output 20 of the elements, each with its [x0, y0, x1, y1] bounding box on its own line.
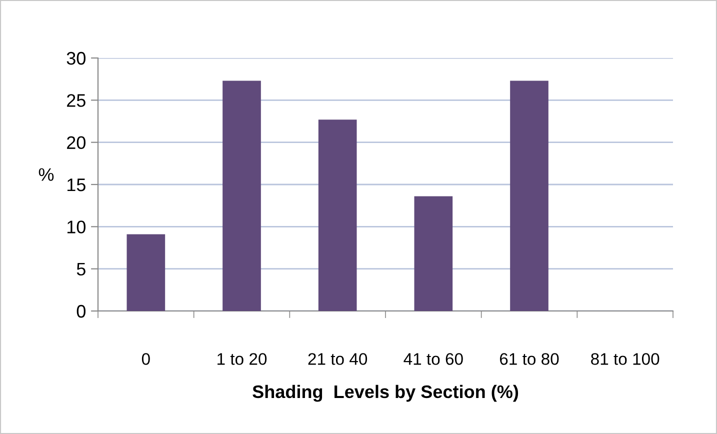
y-tick-label: 5 [76, 262, 86, 276]
y-tick-label: 30 [66, 52, 86, 65]
x-tick-label: 21 to 40 [308, 353, 368, 365]
y-axis-title: % [38, 168, 54, 181]
x-axis-title: Shading Levels by Section (%) [252, 384, 518, 402]
x-tick-label: 0 [142, 353, 150, 365]
y-tick-label: 25 [67, 94, 86, 107]
y-tick-label: 15 [67, 178, 86, 192]
y-tick-label: 0 [76, 304, 86, 318]
x-tick-label: 61 to 80 [500, 353, 559, 365]
bar [414, 196, 453, 311]
bar [510, 80, 548, 311]
y-tick-label: 10 [67, 220, 86, 234]
x-tick-label: 81 to 100 [591, 353, 660, 365]
x-tick-label: 1 to 20 [218, 353, 267, 365]
y-tick-label: 20 [67, 136, 86, 150]
x-tick-label: 41 to 60 [404, 353, 463, 365]
bar [222, 80, 261, 311]
bar [126, 234, 166, 311]
bar [318, 120, 357, 311]
